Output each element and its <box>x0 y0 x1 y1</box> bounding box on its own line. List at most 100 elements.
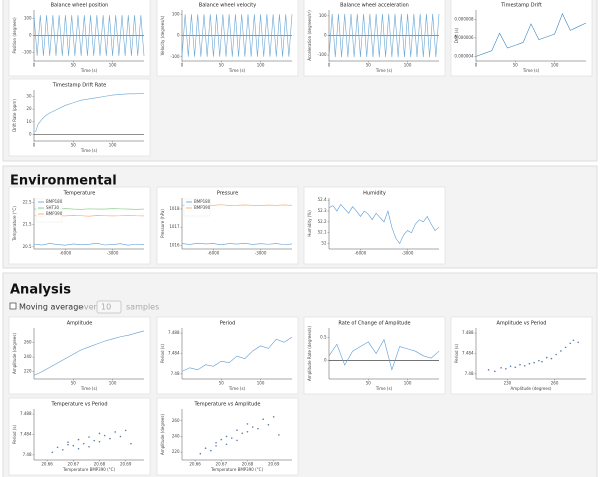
y-axis-label: Acceleration (degrees/s²) <box>307 10 312 61</box>
scatter-point <box>199 452 202 455</box>
x-tick-label: 100 <box>257 381 265 386</box>
checkbox-label[interactable]: Moving average <box>19 303 83 312</box>
checkbox[interactable] <box>9 302 17 310</box>
scatter-point <box>204 447 207 450</box>
scatter-point <box>72 444 75 447</box>
scatter-point <box>538 359 540 362</box>
x-axis-label: Amplitude (degrees) <box>511 386 552 391</box>
y-tick-label: 20 <box>26 106 32 111</box>
chart-title: Amplitude vs Period <box>497 321 547 327</box>
x-tick-label: 20.68 <box>242 462 254 467</box>
x-axis-label: Time (s) <box>228 386 246 391</box>
y-tick-label: -100 <box>22 50 32 55</box>
y-tick-label: 0 <box>324 33 327 38</box>
x-tick-label: 50 <box>366 381 372 386</box>
y-axis-label: Temperature (°C) <box>12 206 17 242</box>
y-tick-label: 10 <box>26 119 32 124</box>
y-tick-label: 0.000006 <box>454 35 474 40</box>
chart-title: Temperature <box>63 191 96 197</box>
card <box>8 397 151 476</box>
scatter-point <box>230 437 233 439</box>
scatter-point <box>241 432 244 435</box>
scatter-point <box>114 431 116 433</box>
y-tick-label: 240 <box>24 354 32 359</box>
scatter-point <box>509 365 512 368</box>
y-tick-label: 7.488 <box>168 330 180 335</box>
chart-title: Temperature vs Period <box>50 402 107 408</box>
y-tick-label: 52 <box>321 241 327 246</box>
y-tick-label: 52.4 <box>318 197 327 202</box>
scatter-point <box>251 426 254 428</box>
x-tick-label: 50 <box>71 143 77 148</box>
scatter-point <box>560 350 562 352</box>
chart-title: Temperature vs Amplitude <box>193 402 260 408</box>
x-tick-label: 0 <box>33 143 36 148</box>
y-tick-label: 100 <box>319 13 327 18</box>
section-heading: Environmental <box>10 174 117 189</box>
y-axis-label: Period (s) <box>454 344 459 363</box>
x-tick-label: -3000 <box>402 251 414 256</box>
series-line <box>328 204 440 245</box>
chart-title: Balance wheel position <box>51 3 109 9</box>
y-tick-label: 0 <box>29 132 32 137</box>
x-tick-label: 100 <box>109 63 117 68</box>
scatter-point <box>51 451 54 454</box>
y-axis-label: Period (s) <box>160 344 165 363</box>
chart-card: Pressure 1016 1017 1018 -6000 -3000 Pressure (… <box>156 186 299 265</box>
chart-title: Rate of Change of Amplitude <box>338 321 410 327</box>
x-tick-label: 100 <box>551 63 559 68</box>
legend-label: SHT30 <box>46 205 60 210</box>
x-tick-label: 0 <box>33 63 36 68</box>
window-value[interactable]: 10 <box>101 303 111 312</box>
y-tick-label: 260 <box>172 418 180 423</box>
x-tick-label: 260 <box>551 381 559 386</box>
y-tick-label: 7.484 <box>462 351 474 356</box>
scatter-point <box>541 360 543 363</box>
window-input[interactable] <box>96 300 122 314</box>
scatter-point <box>124 429 127 432</box>
y-tick-label: 1016 <box>169 242 180 247</box>
scatter-point <box>278 434 280 436</box>
y-tick-label: 220 <box>24 369 32 374</box>
y-tick-label: 100 <box>24 16 32 21</box>
x-tick-label: 20.69 <box>120 462 132 467</box>
chart-card: Temperature vs Period 7.48 7.484 7.488 20.66… <box>8 397 151 476</box>
x-tick-label: -6000 <box>355 251 367 256</box>
y-axis-label: Amplitude (degrees) <box>160 414 165 455</box>
y-tick-label: 7.488 <box>462 330 474 335</box>
card <box>303 316 446 395</box>
scatter-point <box>98 440 101 443</box>
x-tick-label: 50 <box>219 63 225 68</box>
card <box>450 316 593 395</box>
scatter-point <box>523 364 526 367</box>
scatter-point <box>77 438 80 441</box>
y-tick-label: 7.48 <box>23 452 32 457</box>
series-line <box>33 15 145 56</box>
y-tick-label: 0 <box>177 33 180 38</box>
scatter-point <box>88 445 90 448</box>
x-tick-label: 20.66 <box>189 462 201 467</box>
y-tick-label: 7.488 <box>20 411 32 416</box>
chart-card: Period 7.48 7.484 7.488 50 100 Time (s) Period … <box>156 316 299 395</box>
legend-label: BMP390 <box>46 211 63 216</box>
scatter-point <box>67 443 69 446</box>
x-axis-label: Time (s) <box>80 386 98 391</box>
scatter-point <box>577 341 579 344</box>
scatter-point <box>246 430 249 433</box>
x-tick-label: 100 <box>109 143 117 148</box>
y-axis-label: Position (degrees) <box>12 17 17 54</box>
series-line <box>181 14 293 57</box>
x-tick-label: 230 <box>504 381 512 386</box>
scatter-point <box>225 443 228 446</box>
scatter-point <box>236 439 238 442</box>
x-tick-label: 50 <box>219 381 225 386</box>
y-tick-label: 260 <box>24 340 32 345</box>
scatter-point <box>555 353 557 356</box>
x-tick-label: 100 <box>404 63 412 68</box>
scatter-point <box>215 445 217 447</box>
x-tick-label: 20.67 <box>68 462 80 467</box>
scatter-point <box>262 418 264 420</box>
scatter-point <box>93 439 96 442</box>
